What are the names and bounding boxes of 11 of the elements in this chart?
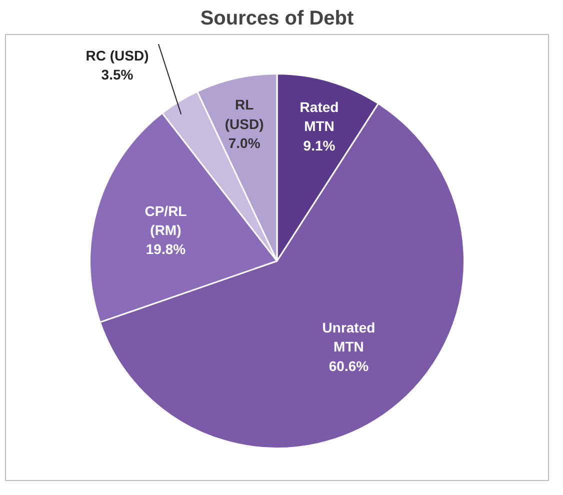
data-label: 3.5%	[101, 66, 134, 83]
data-label: 60.6%	[328, 358, 370, 374]
data-label: 9.1%	[303, 137, 336, 154]
data-label: 19.8%	[146, 241, 186, 258]
chart-title: Sources of Debt	[200, 8, 354, 30]
slice-label: CP/RL (RM)	[144, 202, 188, 238]
slice-label: RC (USD)	[86, 47, 149, 64]
data-label: 7.0%	[228, 135, 261, 152]
slice-label: Unrated MTN	[322, 319, 376, 355]
slice-label: RL (USD)	[224, 96, 264, 132]
slice-label: Rated MTN	[300, 99, 339, 134]
